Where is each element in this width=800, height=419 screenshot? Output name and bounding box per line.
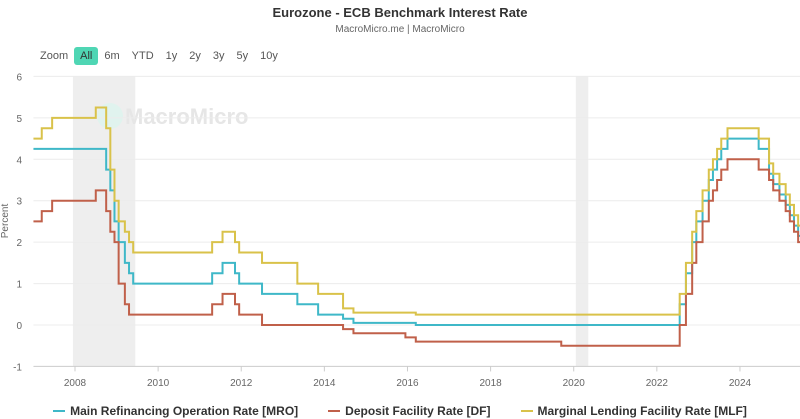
legend-label: Deposit Facility Rate [DF]: [345, 404, 491, 418]
x-tick-label: 2020: [563, 378, 586, 389]
x-tick-label: 2014: [313, 378, 336, 389]
series-line-df: [33, 158, 800, 347]
zoom-6m-button[interactable]: 6m: [104, 50, 120, 62]
x-tick-label: 2010: [147, 378, 170, 389]
legend: Main Refinancing Operation Rate [MRO] De…: [0, 404, 800, 418]
legend-swatch: [328, 410, 341, 412]
zoom-all-button[interactable]: All: [74, 47, 99, 65]
x-tick-label: 2008: [64, 378, 87, 389]
zoom-range-selector: Zoom All 6m YTD 1y 2y 3y 5y 10y: [34, 47, 284, 65]
y-tick-label: 3: [16, 197, 22, 208]
y-tick-label: 4: [16, 155, 22, 166]
zoom-1y-button[interactable]: 1y: [165, 50, 178, 62]
legend-item-mlf[interactable]: Marginal Lending Facility Rate [MLF]: [520, 404, 747, 418]
zoom-2y-button[interactable]: 2y: [189, 50, 201, 62]
x-tick-label: 2024: [729, 378, 752, 389]
watermark-logo: [97, 103, 123, 129]
y-tick-label: -1: [13, 362, 22, 373]
legend-item-mro[interactable]: Main Refinancing Operation Rate [MRO]: [53, 404, 298, 418]
chart-title: Eurozone - ECB Benchmark Interest Rate: [272, 5, 528, 20]
y-axis-label: Percent: [0, 204, 11, 239]
zoom-5y-button[interactable]: 5y: [236, 50, 249, 62]
zoom-3y-button[interactable]: 3y: [212, 50, 225, 62]
y-tick-label: 1: [16, 280, 22, 291]
x-tick-label: 2022: [646, 378, 669, 389]
legend-swatch: [520, 410, 533, 412]
chart-subtitle: MacroMicro.me | MacroMicro: [335, 24, 465, 35]
legend-item-df[interactable]: Deposit Facility Rate [DF]: [328, 404, 491, 418]
x-tick-label: 2016: [396, 378, 419, 389]
zoom-label: Zoom: [40, 50, 69, 62]
y-tick-label: 5: [16, 114, 22, 125]
shaded-period: [575, 76, 589, 367]
legend-label: Main Refinancing Operation Rate [MRO]: [70, 404, 299, 418]
x-tick-label: 2018: [479, 378, 502, 389]
x-tick-label: 2012: [230, 378, 253, 389]
zoom-ytd-button[interactable]: YTD: [131, 50, 154, 62]
y-tick-label: 2: [16, 238, 22, 249]
series-line-mlf: [33, 106, 800, 316]
watermark: MacroMicro: [125, 104, 248, 129]
y-tick-label: 6: [16, 72, 22, 83]
legend-label: Marginal Lending Facility Rate [MLF]: [537, 404, 747, 418]
legend-swatch: [53, 410, 66, 412]
zoom-10y-button[interactable]: 10y: [260, 50, 278, 62]
y-tick-label: 0: [16, 321, 22, 332]
